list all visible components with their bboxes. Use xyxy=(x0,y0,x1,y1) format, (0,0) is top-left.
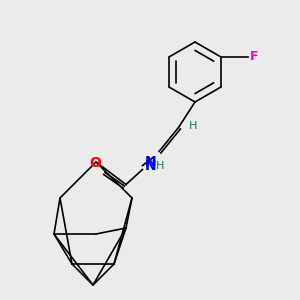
Text: N: N xyxy=(145,159,157,172)
Text: O: O xyxy=(89,156,101,170)
Text: N: N xyxy=(145,155,157,169)
Text: F: F xyxy=(250,50,258,64)
Text: H: H xyxy=(156,160,164,171)
Text: H: H xyxy=(189,121,197,131)
